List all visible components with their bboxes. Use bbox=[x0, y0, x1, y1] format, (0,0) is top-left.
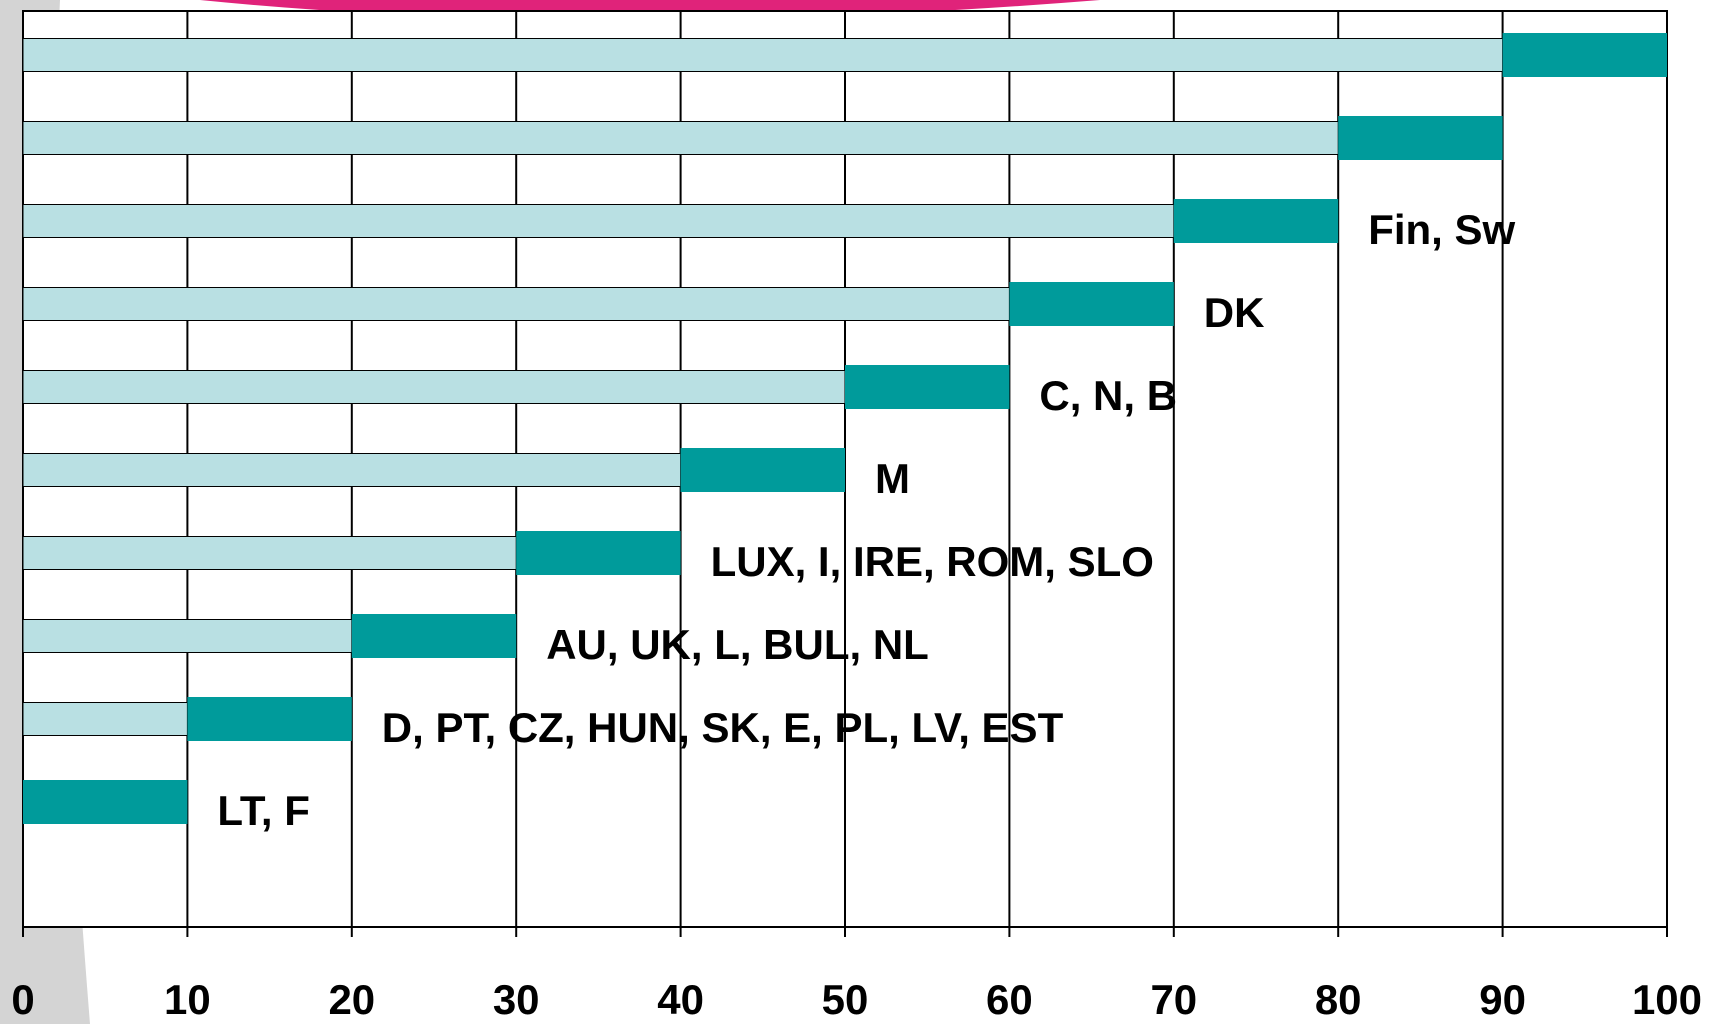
category-label: C, N, B bbox=[1039, 372, 1177, 419]
x-tick-label: 90 bbox=[1479, 976, 1526, 1023]
x-tick-label: 80 bbox=[1315, 976, 1362, 1023]
bar-segment bbox=[352, 614, 516, 658]
bar-segment bbox=[23, 620, 352, 653]
category-label: M bbox=[875, 455, 910, 502]
x-tick-label: 50 bbox=[822, 976, 869, 1023]
category-label: D, PT, CZ, HUN, SK, E, PL, LV, EST bbox=[382, 704, 1064, 751]
bar-segment bbox=[23, 371, 845, 404]
category-label: Fin, Sw bbox=[1368, 206, 1515, 253]
category-label: DK bbox=[1204, 289, 1265, 336]
bar-segment bbox=[23, 703, 187, 736]
bar-segment bbox=[516, 531, 680, 575]
x-tick-label: 10 bbox=[164, 976, 211, 1023]
bar-segment bbox=[23, 205, 1174, 238]
bar-segment bbox=[23, 537, 516, 570]
bar-segment bbox=[23, 780, 187, 824]
bar-segment bbox=[187, 697, 351, 741]
page: {"chart_data": {"type": "bar", "orientat… bbox=[0, 0, 1709, 1024]
x-tick-label: 100 bbox=[1632, 976, 1702, 1023]
bar-segment bbox=[23, 122, 1338, 155]
x-tick-label: 20 bbox=[328, 976, 375, 1023]
chart: 0102030405060708090100Fin, SwDKC, N, BML… bbox=[0, 0, 1709, 1024]
x-tick-label: 0 bbox=[11, 976, 34, 1023]
bar-segment bbox=[1503, 33, 1667, 77]
bar-segment bbox=[845, 365, 1009, 409]
bar-segment bbox=[1009, 282, 1173, 326]
category-label: LUX, I, IRE, ROM, SLO bbox=[711, 538, 1154, 585]
x-tick-label: 70 bbox=[1150, 976, 1197, 1023]
category-label: LT, F bbox=[217, 787, 310, 834]
bar-segment bbox=[23, 39, 1503, 72]
x-tick-label: 40 bbox=[657, 976, 704, 1023]
x-tick-label: 30 bbox=[493, 976, 540, 1023]
bar-segment bbox=[681, 448, 845, 492]
x-tick-label: 60 bbox=[986, 976, 1033, 1023]
bar-segment bbox=[23, 288, 1009, 321]
bar-segment bbox=[23, 454, 681, 487]
bar-segment bbox=[1174, 199, 1338, 243]
bar-segment bbox=[1338, 116, 1502, 160]
category-label: AU, UK, L, BUL, NL bbox=[546, 621, 929, 668]
